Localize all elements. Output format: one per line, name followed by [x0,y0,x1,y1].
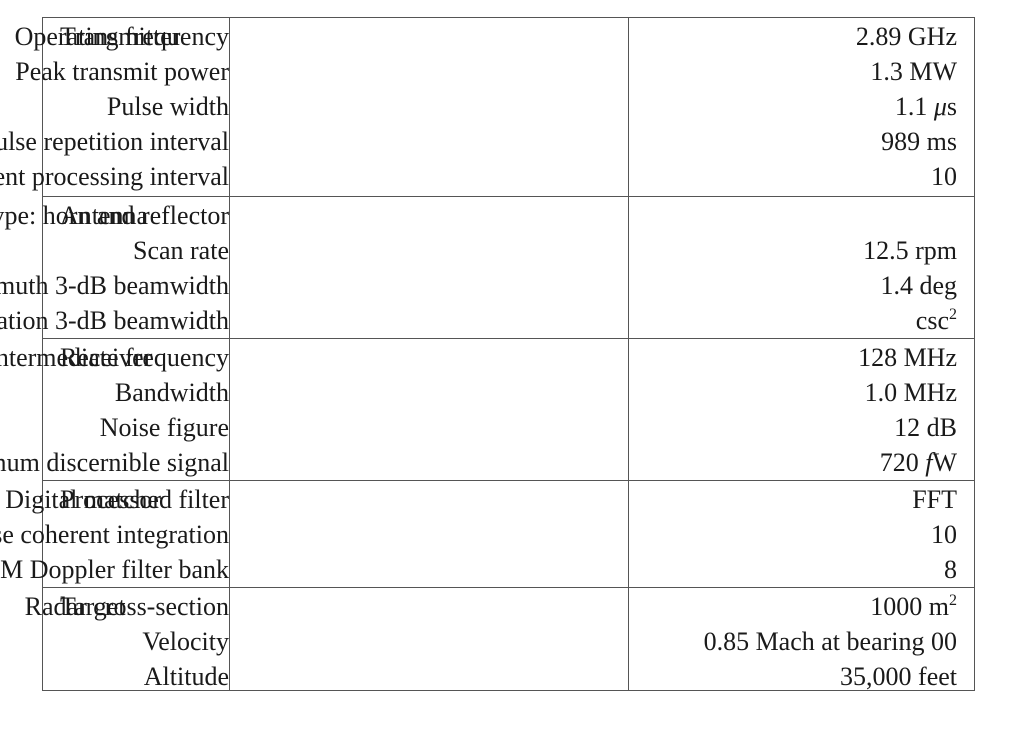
param-label: Digital matched filter [5,485,229,514]
section-transmitter: Transmitter Operating frequency 2.89 GHz… [0,18,974,196]
column-divider-2 [628,18,629,690]
param-label: Pulse width [106,92,229,121]
param-label: Pulse repetition interval [0,127,229,156]
param-value: 2.89 GHz [855,22,957,51]
param-label: Elevation 3-dB beamwidth [0,306,229,335]
param-value: 720 fW [879,448,957,477]
category-label: Receiver [60,343,153,372]
category-label: Target [60,592,126,621]
param-value: 1.3 MW [870,57,957,86]
section-receiver: Receiver Intermediate frequency 128 MHz … [0,338,974,481]
param-label: Azimuth 3-dB beamwidth [0,271,229,300]
column-divider-1 [229,18,230,690]
param-label: Altitude [143,662,229,691]
param-value: 12.5 rpm [863,236,957,265]
param-value: 1.0 MHz [864,378,957,407]
category-label: Processor [60,485,162,514]
param-value: 1.4 deg [880,271,957,300]
param-value: 10 [931,520,957,549]
param-label: Intermediate frequency [0,343,229,372]
param-value: 1000 m2 [870,592,957,621]
param-value: 989 ms [881,127,957,156]
param-value: 128 MHz [858,343,957,372]
param-label: Operating frequency [14,22,229,51]
param-label: Coherent processing interval [0,162,229,191]
param-value: 10 [931,162,957,191]
param-label: Peak transmit power [15,57,229,86]
param-value: csc2 [915,306,957,335]
param-label: Type: horn and reflector [0,201,229,230]
param-label: N-pulse coherent integration [0,520,229,549]
category-label: Antenna [60,201,149,230]
param-value: 1.1 μs [894,92,957,121]
param-value: 12 dB [894,413,957,442]
param-label: Velocity [142,627,229,656]
param-label: Bandwidth [114,378,229,407]
section-processor: Processor Digital matched filter FFT N-p… [0,480,974,588]
param-value: 0.85 Mach at bearing 00 [703,627,957,656]
section-antenna: Antenna Type: horn and reflector Scan ra… [0,196,974,339]
param-label: Scan rate [132,236,229,265]
param-value: 35,000 feet [840,662,957,691]
radar-parameters-table: Transmitter Operating frequency 2.89 GHz… [0,17,975,693]
param-label: Minimum discernible signal [0,448,229,477]
category-label: Transmitter [60,22,181,51]
param-value: 8 [944,555,957,584]
param-value: FFT [912,485,957,514]
param-label: Radar cross-section [24,592,229,621]
section-target: Target Radar cross-section 1000 m2 Veloc… [25,587,974,693]
param-label: Noise figure [99,413,229,442]
param-label: M Doppler filter bank [0,555,229,584]
